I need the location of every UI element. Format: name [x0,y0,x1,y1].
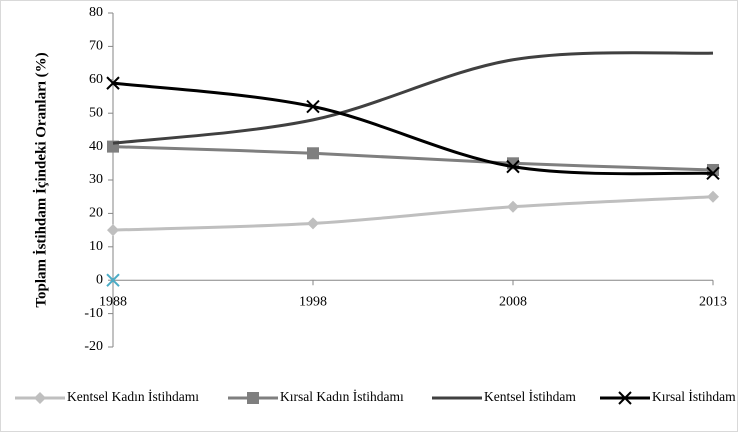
y-axis-label: Toplam İstihdam İçindeki Oranları (%) [32,52,49,307]
x-tick-label: 1998 [299,294,327,309]
y-tick-label: -20 [84,339,103,354]
legend-marker [618,391,632,405]
y-tick-label: 50 [89,105,103,120]
legend-label: Kentsel Kadın İstihdamı [67,389,199,404]
data-point [106,273,120,287]
series-line [112,81,714,176]
y-tick-label: 40 [89,139,103,154]
series-line [112,145,714,172]
y-tick-label: 30 [89,172,103,187]
data-point [307,147,319,160]
data-point [107,224,119,237]
x-tick-label: 2013 [699,294,727,309]
x-tick-label: 2008 [499,294,527,309]
data-point [106,76,120,90]
legend-marker [247,392,259,404]
y-tick-label: 60 [89,72,103,87]
y-tick-label: 10 [89,239,103,254]
data-point [706,166,720,181]
legend-marker [34,392,46,404]
legend-label: Kentsel İstihdam [484,389,576,404]
data-point [506,159,520,174]
y-tick-label: 80 [89,5,103,20]
data-point [307,217,319,230]
data-point [306,99,320,114]
y-tick-label: 20 [89,206,103,221]
data-point [507,200,519,213]
legend-label: Kırsal İstihdam [652,389,736,404]
series-line [112,195,714,232]
x-tick-label: 1988 [99,294,127,309]
y-tick-label: 70 [89,39,103,54]
data-point [707,190,719,203]
y-tick-label: 0 [96,272,103,287]
series-line [112,51,714,145]
y-tick-label: -10 [84,306,103,321]
legend-label: Kırsal Kadın İstihdamı [280,389,404,404]
